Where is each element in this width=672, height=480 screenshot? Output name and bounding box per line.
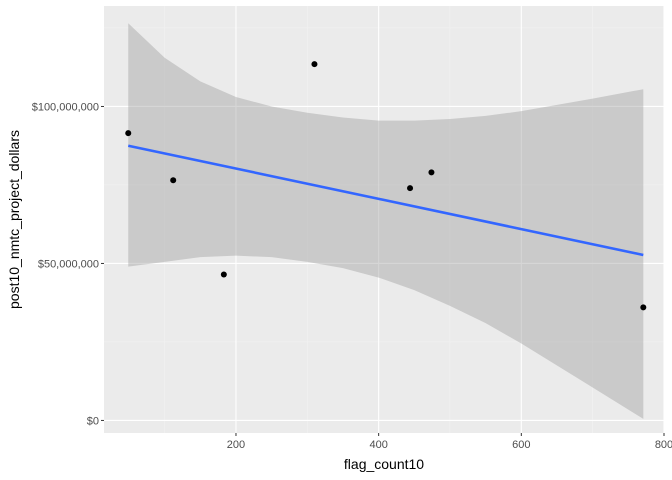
y-axis-title: post10_nmtc_project_dollars bbox=[6, 130, 22, 309]
confidence-band-layer bbox=[128, 23, 644, 419]
x-tick-label: 200 bbox=[227, 439, 245, 451]
confidence-band bbox=[128, 23, 644, 419]
trend-line bbox=[127, 144, 644, 257]
x-tick-label: 800 bbox=[655, 439, 672, 451]
trend-line-layer bbox=[127, 144, 644, 257]
data-point bbox=[407, 185, 414, 192]
data-point bbox=[125, 130, 132, 137]
x-axis-title: flag_count10 bbox=[344, 456, 424, 472]
data-point bbox=[640, 304, 647, 311]
data-point bbox=[428, 169, 435, 176]
panel-background bbox=[104, 6, 664, 433]
y-tick-label: $0 bbox=[87, 415, 99, 427]
x-tick-label: 600 bbox=[512, 439, 530, 451]
y-axis: $0 $50,000,000 $100,000,000 bbox=[32, 101, 104, 427]
x-tick-label: 400 bbox=[369, 439, 387, 451]
data-point bbox=[311, 61, 318, 68]
grid-lines bbox=[104, 6, 665, 433]
data-points bbox=[125, 61, 647, 311]
y-tick-label: $100,000,000 bbox=[32, 101, 99, 113]
y-tick-label: $50,000,000 bbox=[38, 258, 99, 270]
data-point bbox=[220, 271, 227, 278]
x-axis: 200 400 600 800 bbox=[227, 433, 672, 451]
data-point bbox=[170, 177, 177, 184]
plot-panel bbox=[104, 6, 664, 433]
